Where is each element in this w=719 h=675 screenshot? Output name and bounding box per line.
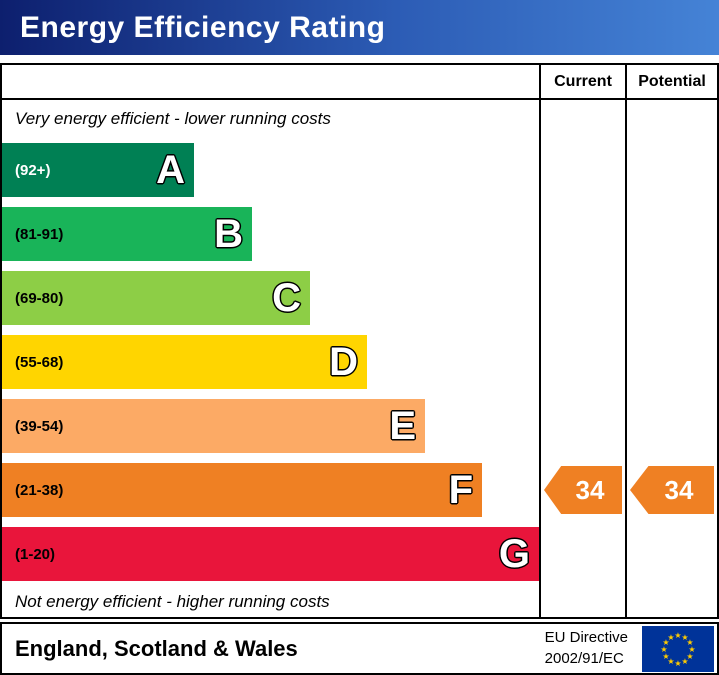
band-bar: (21-38) F bbox=[2, 463, 482, 517]
band-letter: G bbox=[498, 532, 530, 576]
eu-directive-line2: 2002/91/EC bbox=[544, 649, 624, 667]
energy-rating-chart: Very energy efficient - lower running co… bbox=[0, 63, 719, 619]
svg-text:★: ★ bbox=[681, 633, 688, 642]
svg-text:★: ★ bbox=[674, 631, 681, 640]
current-rating-arrow: 34 bbox=[544, 466, 622, 514]
potential-column: Potential 34 bbox=[625, 65, 717, 617]
band-bar: (55-68) D bbox=[2, 335, 367, 389]
svg-text:★: ★ bbox=[674, 659, 681, 668]
current-column-body: 34 bbox=[541, 100, 625, 617]
band-range-label: (21-38) bbox=[15, 481, 64, 499]
svg-text:★: ★ bbox=[662, 638, 669, 647]
band-row: (92+) A bbox=[2, 138, 539, 202]
band-letter: F bbox=[448, 468, 473, 512]
band-row: (55-68) D bbox=[2, 330, 539, 394]
svg-text:★: ★ bbox=[662, 652, 669, 661]
current-column-header: Current bbox=[541, 65, 625, 100]
current-column: Current 34 bbox=[539, 65, 625, 617]
svg-text:★: ★ bbox=[686, 638, 693, 647]
band-letter: B bbox=[214, 212, 243, 256]
band-row: (1-20) G bbox=[2, 522, 539, 586]
band-letter: E bbox=[389, 404, 416, 448]
band-range-label: (81-91) bbox=[15, 225, 64, 243]
band-letter: D bbox=[329, 340, 358, 384]
band-row: (21-38) F bbox=[2, 458, 539, 522]
potential-column-body: 34 bbox=[627, 100, 717, 617]
band-bar: (92+) A bbox=[2, 143, 194, 197]
band-range-label: (69-80) bbox=[15, 289, 64, 307]
eu-directive-label: EU Directive 2002/91/EC bbox=[545, 628, 628, 669]
bands: (92+) A (81-91) B (69-80) C (55-68) D (3… bbox=[2, 138, 539, 586]
svg-text:★: ★ bbox=[667, 657, 674, 666]
potential-rating-value: 34 bbox=[664, 474, 694, 505]
page-title: Energy Efficiency Rating bbox=[20, 10, 386, 44]
band-range-label: (39-54) bbox=[15, 417, 64, 435]
potential-column-header: Potential bbox=[627, 65, 717, 100]
current-rating-value: 34 bbox=[575, 474, 605, 505]
eu-flag-field bbox=[642, 625, 714, 672]
svg-text:★: ★ bbox=[681, 657, 688, 666]
band-range-label: (92+) bbox=[15, 161, 51, 179]
eu-directive-line1: EU Directive bbox=[544, 629, 628, 647]
band-bar: (1-20) G bbox=[2, 527, 539, 581]
potential-rating-arrow: 34 bbox=[630, 466, 714, 514]
bottom-note: Not energy efficient - higher running co… bbox=[15, 591, 330, 611]
band-bar: (39-54) E bbox=[2, 399, 425, 453]
band-bar: (69-80) C bbox=[2, 271, 310, 325]
bands-area: Very energy efficient - lower running co… bbox=[2, 100, 539, 617]
footer: England, Scotland & Wales EU Directive 2… bbox=[0, 622, 719, 675]
title-banner: Energy Efficiency Rating bbox=[0, 0, 719, 55]
band-row: (39-54) E bbox=[2, 394, 539, 458]
eu-flag-stars: ★ ★ ★ ★ ★ ★ ★ ★ ★ ★ ★ ★ bbox=[660, 631, 695, 668]
svg-text:★: ★ bbox=[686, 652, 693, 661]
band-row: (81-91) B bbox=[2, 202, 539, 266]
svg-text:★: ★ bbox=[688, 645, 695, 654]
top-note: Very energy efficient - lower running co… bbox=[15, 109, 331, 128]
bands-column: Very energy efficient - lower running co… bbox=[2, 65, 539, 617]
region-label: England, Scotland & Wales bbox=[15, 635, 298, 661]
band-letter: A bbox=[156, 148, 185, 192]
band-range-label: (55-68) bbox=[15, 353, 64, 371]
eu-flag-icon: ★ ★ ★ ★ ★ ★ ★ ★ ★ ★ ★ ★ bbox=[642, 625, 714, 672]
svg-text:★: ★ bbox=[660, 645, 667, 654]
bands-column-header bbox=[2, 65, 539, 100]
band-letter: C bbox=[272, 276, 301, 320]
band-bar: (81-91) B bbox=[2, 207, 252, 261]
svg-text:★: ★ bbox=[667, 633, 674, 642]
band-row: (69-80) C bbox=[2, 266, 539, 330]
band-range-label: (1-20) bbox=[15, 545, 56, 563]
